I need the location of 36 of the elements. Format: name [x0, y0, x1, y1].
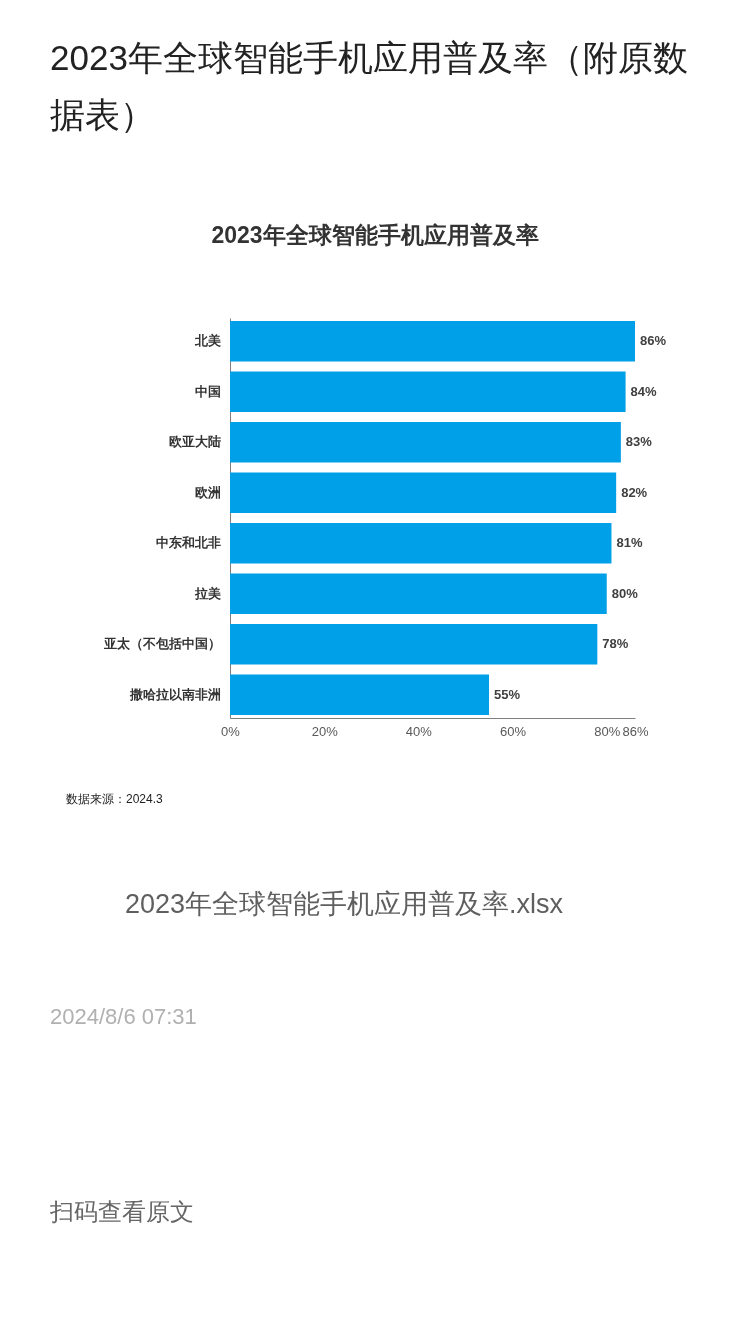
data-label: 86% — [640, 333, 667, 349]
y-tick-label: 中国 — [194, 383, 221, 399]
text: 2024/8/6 07:31 — [50, 1004, 197, 1029]
data-label: 78% — [602, 636, 629, 652]
chart-subtitle: 2023年全球智能手机应用普及率 — [211, 222, 539, 248]
data-label: 55% — [494, 686, 521, 702]
data-label: 81% — [616, 535, 643, 551]
x-tick-label: 60% — [500, 723, 527, 739]
y-tick-label: 欧洲 — [194, 484, 221, 500]
source-note: 数据来源：2024.3 — [66, 792, 164, 806]
bar — [230, 472, 617, 513]
text: 2023年全球智能手机应用普及率.xlsx — [125, 889, 564, 919]
bar — [230, 422, 621, 463]
bar — [230, 674, 490, 715]
bar — [230, 624, 598, 665]
text: 扫码查看原文 — [49, 1198, 194, 1225]
bar — [230, 321, 635, 362]
data-label: 84% — [630, 383, 658, 399]
y-tick-label: 拉美 — [193, 585, 221, 601]
bar — [230, 573, 607, 614]
x-tick-label: 40% — [405, 723, 433, 739]
data-label: 82% — [621, 484, 648, 500]
x-tick-label: 20% — [311, 723, 339, 739]
y-tick-label: 欧亚大陆 — [168, 434, 221, 450]
y-tick-label: 北美 — [193, 333, 221, 349]
data-label: 83% — [625, 434, 653, 450]
y-tick-label: 亚太（不包括中国） — [102, 636, 221, 652]
x-tick-label: 80% — [594, 723, 621, 739]
y-tick-label: 中东和北非 — [155, 535, 221, 551]
data-label: 80% — [611, 585, 639, 601]
bar — [230, 371, 626, 412]
x-tick-label: 86% — [622, 723, 649, 739]
bar — [230, 523, 612, 564]
chart-title: 2023年全球智能手机应用普及率（附原数据表） — [50, 38, 688, 134]
x-tick-label: 0% — [221, 723, 241, 739]
y-tick-label: 撒哈拉以南非洲 — [128, 686, 221, 702]
